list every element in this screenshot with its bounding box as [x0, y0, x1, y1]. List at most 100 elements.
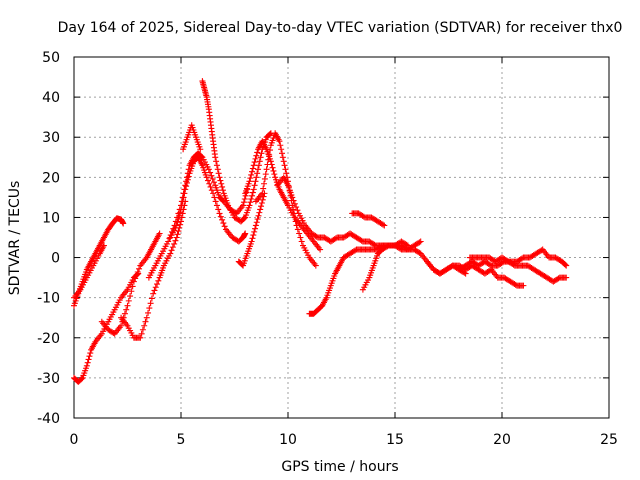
data-point: [296, 230, 303, 237]
data-point: [512, 281, 519, 288]
data-point: [171, 240, 178, 247]
data-point: [142, 318, 149, 325]
data-point: [297, 234, 304, 241]
data-point: [213, 202, 220, 209]
data-point: [185, 173, 192, 180]
data-point: [267, 131, 274, 138]
data-point: [85, 356, 92, 363]
chart-title: Day 164 of 2025, Sidereal Day-to-day VTE…: [58, 20, 623, 36]
data-point: [178, 202, 185, 209]
data-point: [252, 222, 259, 229]
data-point: [563, 262, 570, 269]
data-point: [197, 146, 204, 153]
data-point: [261, 190, 268, 197]
data-point: [380, 221, 387, 228]
data-point: [253, 152, 260, 159]
data-point: [312, 262, 319, 269]
data-point: [130, 278, 137, 285]
data-point: [146, 305, 153, 312]
data-point: [210, 179, 217, 186]
data-point: [165, 238, 172, 245]
x-tick-label: 20: [493, 432, 511, 448]
data-point: [281, 162, 288, 169]
data-point: [217, 177, 224, 184]
x-tick-label: 5: [177, 432, 186, 448]
data-point: [403, 245, 410, 252]
data-point: [277, 142, 284, 149]
data-point: [384, 243, 391, 250]
x-tick-label: 0: [70, 432, 79, 448]
data-point: [520, 282, 527, 289]
data-point: [487, 261, 494, 268]
data-point: [254, 149, 261, 156]
data-point: [207, 183, 214, 190]
data-point: [154, 281, 161, 288]
data-point: [256, 158, 263, 165]
data-point: [252, 225, 259, 232]
data-point: [248, 171, 255, 178]
data-point: [248, 238, 255, 245]
data-point: [255, 212, 262, 219]
data-point: [141, 322, 148, 329]
data-point: [100, 242, 107, 249]
series-arc11: [274, 174, 411, 249]
data-point: [175, 216, 182, 223]
data-point: [83, 362, 90, 369]
data-point: [147, 300, 154, 307]
series-arc19: [180, 122, 204, 153]
data-point: [123, 306, 130, 313]
y-tick-label: 0: [51, 251, 60, 267]
y-tick-label: -20: [37, 331, 60, 347]
data-point: [416, 239, 423, 246]
data-point: [207, 169, 214, 176]
x-tick-label: 10: [279, 432, 297, 448]
data-point: [176, 212, 183, 219]
data-point: [269, 164, 276, 171]
data-point: [317, 246, 324, 253]
data-point: [219, 183, 226, 190]
data-point: [174, 231, 181, 238]
series-arc8: [199, 78, 274, 225]
data-point: [133, 272, 140, 279]
data-point: [210, 190, 217, 197]
data-point: [166, 235, 173, 242]
data-point: [252, 178, 259, 185]
data-point: [179, 198, 186, 205]
data-point: [270, 167, 277, 174]
data-point: [250, 186, 257, 193]
data-point: [180, 194, 187, 201]
data-point: [118, 322, 125, 329]
data-point: [282, 166, 289, 173]
data-point: [263, 166, 270, 173]
data-point: [215, 206, 222, 213]
data-point: [360, 213, 367, 220]
data-point: [249, 165, 256, 172]
data-point: [209, 175, 216, 182]
data-point: [211, 194, 218, 201]
data-point: [132, 275, 139, 282]
data-point: [251, 228, 258, 235]
data-point: [152, 284, 159, 291]
series-arc17: [349, 210, 388, 229]
data-point: [258, 200, 265, 207]
data-point: [208, 187, 215, 194]
data-point: [563, 274, 570, 281]
data-point: [258, 203, 265, 210]
data-point: [519, 255, 526, 262]
series-layer: [71, 78, 570, 385]
data-point: [253, 219, 260, 226]
data-point: [293, 204, 300, 211]
data-point: [241, 215, 248, 222]
data-point: [253, 174, 260, 181]
y-tick-label: -30: [37, 371, 60, 387]
data-point: [240, 202, 247, 209]
data-point: [260, 193, 267, 200]
data-point: [150, 290, 157, 297]
data-point: [247, 199, 254, 206]
data-point: [212, 154, 219, 161]
data-point: [290, 197, 297, 204]
data-point: [251, 159, 258, 166]
data-point: [137, 334, 144, 341]
